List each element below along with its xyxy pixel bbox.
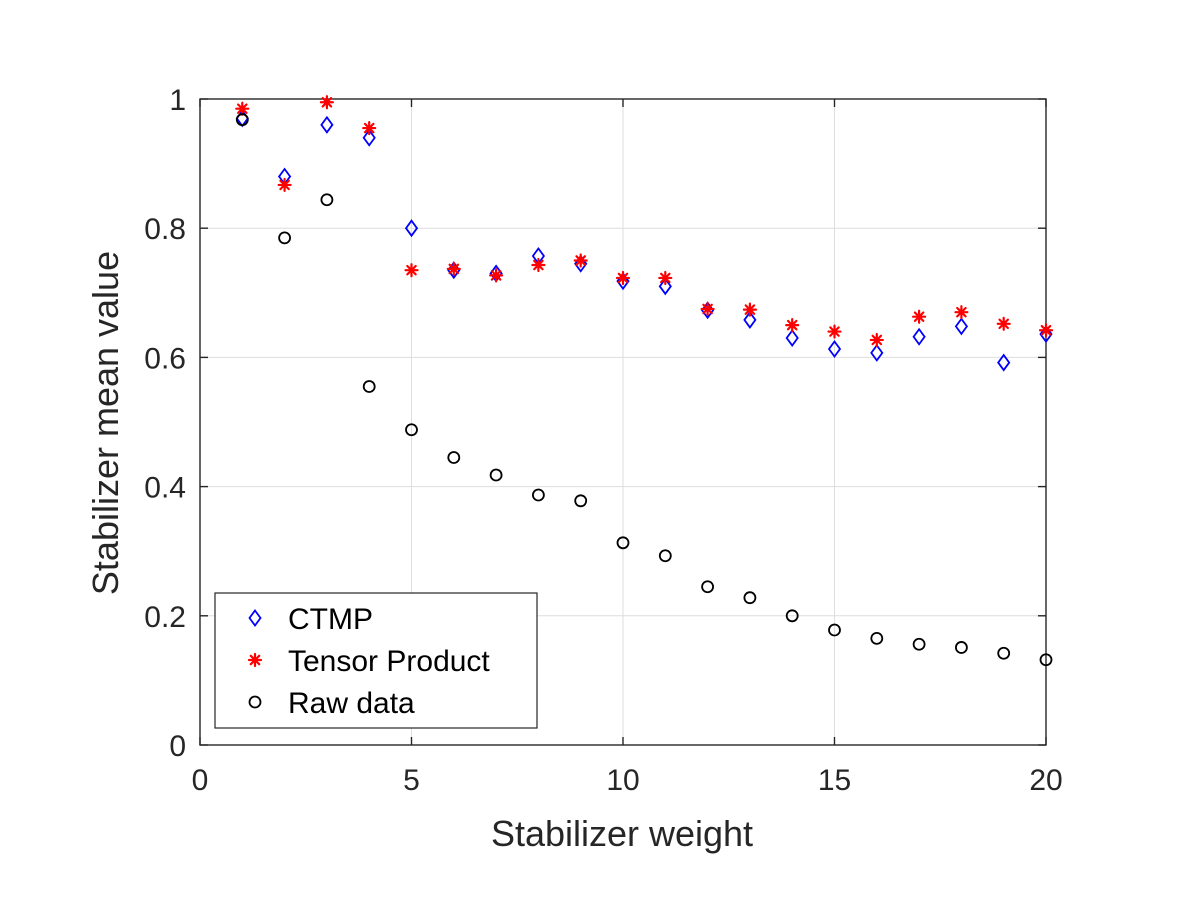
tensor-product-point bbox=[742, 302, 757, 317]
legend-marker-tensor-product bbox=[247, 652, 263, 668]
x-tick-label: 5 bbox=[403, 764, 420, 797]
raw-data-point bbox=[785, 609, 799, 623]
tensor-product-point bbox=[319, 95, 334, 110]
tensor-product-point bbox=[996, 316, 1011, 331]
y-tick-label: 0.4 bbox=[144, 472, 186, 505]
raw-data-point bbox=[658, 549, 672, 563]
ctmp-point bbox=[362, 128, 376, 147]
raw-data-point bbox=[1039, 653, 1053, 667]
y-tick-label: 0.6 bbox=[144, 342, 186, 375]
y-tick-label: 1 bbox=[169, 84, 186, 117]
raw-data-point bbox=[870, 632, 884, 645]
raw-data-point bbox=[405, 423, 418, 437]
legend-label-raw-data: Raw data bbox=[288, 687, 415, 720]
tensor-product-point bbox=[869, 332, 884, 348]
raw-data-point bbox=[743, 591, 757, 605]
tensor-product-point bbox=[700, 301, 715, 317]
tensor-product-point bbox=[912, 309, 927, 324]
raw-data-point bbox=[701, 580, 714, 594]
raw-data-point bbox=[235, 113, 249, 127]
ctmp-point bbox=[870, 343, 884, 362]
y-tick-label: 0.8 bbox=[144, 213, 186, 246]
tensor-product-point bbox=[362, 120, 377, 136]
data-points bbox=[235, 95, 1054, 667]
legend-label-tensor-product: Tensor Product bbox=[288, 645, 490, 678]
tensor-product-point bbox=[446, 261, 461, 276]
tensor-product-point bbox=[531, 257, 546, 273]
x-tick-label: 10 bbox=[606, 764, 639, 797]
raw-data-point bbox=[447, 451, 461, 464]
x-tick-label: 20 bbox=[1029, 764, 1062, 797]
y-tick-label: 0 bbox=[169, 730, 186, 763]
legend-label-ctmp: CTMP bbox=[288, 603, 373, 636]
ctmp-point bbox=[785, 328, 799, 348]
x-tick-label: 0 bbox=[192, 764, 209, 797]
ctmp-point bbox=[743, 310, 757, 329]
y-tick-label: 0.2 bbox=[144, 601, 186, 634]
tensor-product-point bbox=[954, 305, 969, 320]
tensor-product-point bbox=[1038, 323, 1054, 338]
legend-marker-raw-data bbox=[248, 695, 262, 709]
ctmp-point bbox=[954, 317, 969, 336]
raw-data-point bbox=[997, 646, 1011, 660]
raw-data-point bbox=[362, 380, 376, 393]
raw-data-point bbox=[532, 488, 545, 502]
axes bbox=[199, 98, 1047, 746]
ctmp-point bbox=[320, 115, 334, 134]
tensor-product-point bbox=[489, 268, 504, 283]
raw-data-point bbox=[489, 468, 503, 482]
x-axis-label: Stabilizer weight bbox=[491, 813, 753, 854]
tensor-product-point bbox=[785, 318, 800, 333]
raw-data-point bbox=[278, 231, 292, 245]
tensor-product-point bbox=[573, 253, 588, 268]
ctmp-point bbox=[1039, 325, 1053, 344]
tensor-product-point bbox=[658, 270, 673, 286]
tensor-product-point bbox=[615, 270, 631, 286]
tensor-product-point bbox=[827, 324, 842, 339]
raw-data-point bbox=[616, 536, 630, 550]
raw-data-point bbox=[912, 637, 926, 651]
raw-data-point bbox=[574, 494, 588, 508]
ctmp-point bbox=[447, 261, 461, 280]
legend-marker-ctmp bbox=[248, 608, 262, 628]
raw-data-point bbox=[828, 623, 841, 637]
raw-data-point bbox=[320, 193, 334, 207]
raw-data-point bbox=[955, 641, 968, 654]
ctmp-point bbox=[827, 339, 842, 359]
legend-box bbox=[214, 592, 538, 729]
ctmp-point bbox=[658, 277, 672, 296]
ctmp-point bbox=[912, 327, 926, 346]
ctmp-point bbox=[404, 219, 419, 238]
ctmp-point bbox=[997, 353, 1011, 372]
tensor-product-point bbox=[235, 101, 250, 116]
ctmp-point bbox=[700, 301, 715, 320]
tensor-product-point bbox=[404, 263, 419, 278]
x-tick-label: 15 bbox=[818, 764, 851, 797]
y-axis-label: Stabilizer mean value bbox=[85, 251, 126, 595]
tick-labels: 0 5 10 15 20 0 0.2 0.4 0.6 0.8 1 bbox=[144, 84, 1062, 797]
legend: CTMP Tensor Product Raw data bbox=[214, 592, 538, 729]
tensor-product-point bbox=[277, 177, 292, 193]
